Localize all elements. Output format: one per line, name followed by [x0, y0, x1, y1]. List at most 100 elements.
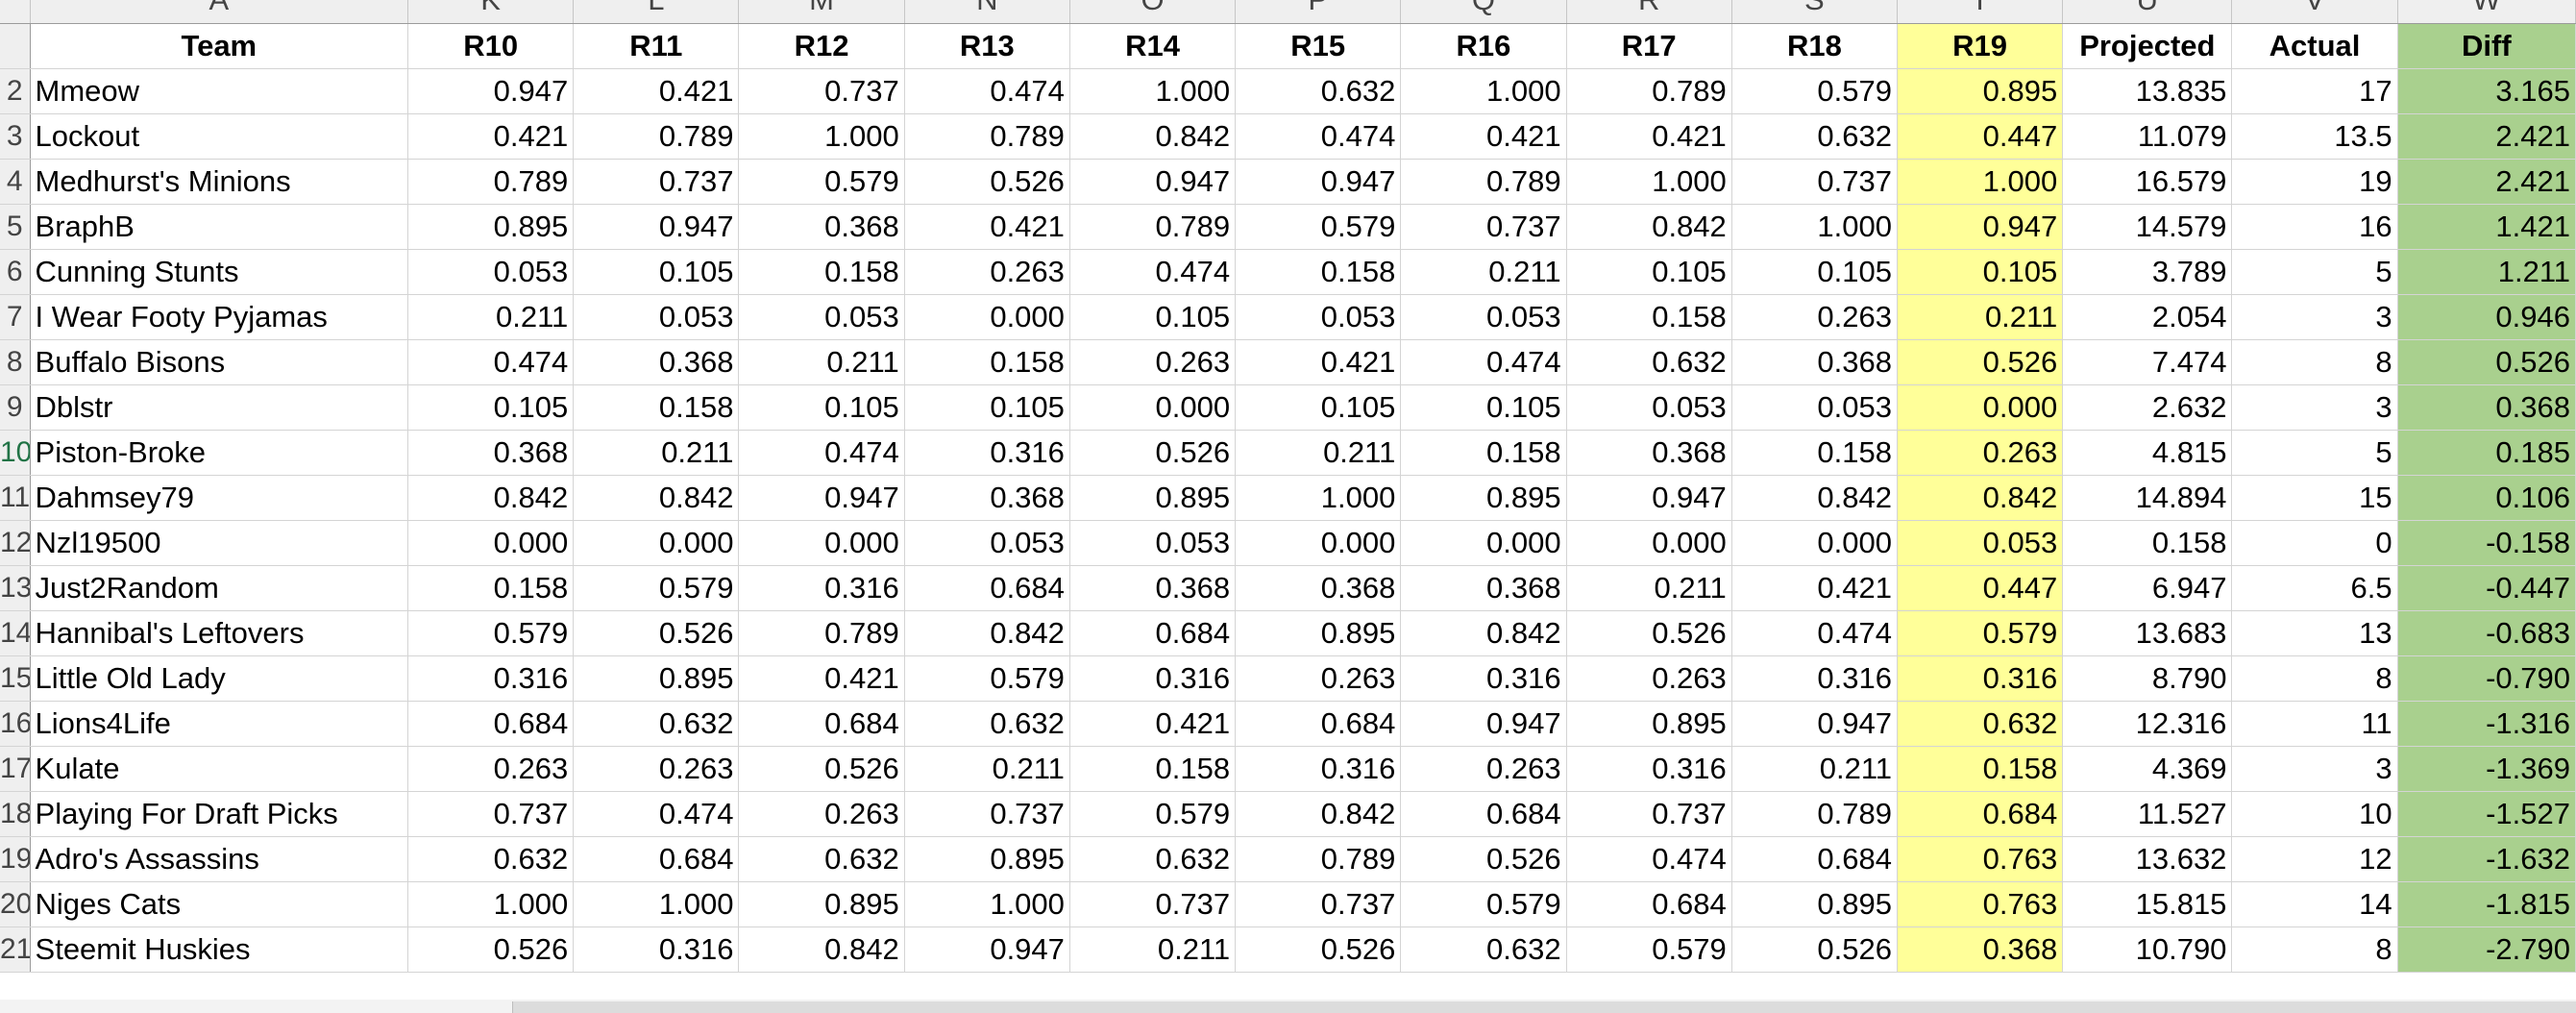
column-letter-header[interactable]: Q — [1400, 0, 1567, 24]
value-cell[interactable]: 0.211 — [1566, 565, 1732, 611]
value-cell[interactable]: 14.579 — [2062, 204, 2233, 250]
value-cell[interactable]: 0.895 — [1731, 881, 1899, 927]
value-cell[interactable]: 0.737 — [407, 791, 575, 837]
value-cell[interactable]: -1.369 — [2397, 746, 2576, 792]
value-cell[interactable]: 0.579 — [738, 159, 905, 205]
value-cell[interactable]: 0.947 — [904, 927, 1070, 973]
value-cell[interactable]: 0.106 — [2397, 475, 2576, 521]
value-cell[interactable]: 0.158 — [738, 249, 905, 295]
value-cell[interactable]: 0.105 — [1897, 249, 2064, 295]
value-cell[interactable]: 0.684 — [1069, 610, 1237, 656]
row-number-header[interactable]: 9 — [0, 384, 31, 431]
value-cell[interactable]: 0.579 — [1731, 68, 1899, 114]
value-cell[interactable]: 0.737 — [1235, 881, 1402, 927]
value-cell[interactable]: 0.053 — [1897, 520, 2064, 566]
value-cell[interactable]: 0.579 — [1069, 791, 1237, 837]
row-number-header[interactable]: 15 — [0, 655, 31, 702]
column-letter-header[interactable]: R — [1566, 0, 1732, 24]
value-cell[interactable]: 0.789 — [904, 113, 1070, 160]
value-cell[interactable]: 0.263 — [1731, 294, 1899, 340]
value-cell[interactable]: 0.632 — [904, 701, 1070, 747]
value-cell[interactable]: 1.000 — [1731, 204, 1899, 250]
column-letter-header[interactable]: U — [2062, 0, 2233, 24]
value-cell[interactable]: 0.579 — [407, 610, 575, 656]
value-cell[interactable]: 0.789 — [1731, 791, 1899, 837]
row-number-header[interactable]: 13 — [0, 565, 31, 611]
value-cell[interactable]: 0.421 — [904, 204, 1070, 250]
value-cell[interactable]: 0.000 — [1235, 520, 1402, 566]
value-cell[interactable]: -1.527 — [2397, 791, 2576, 837]
value-cell[interactable]: 0.368 — [1400, 565, 1567, 611]
value-cell[interactable]: 0.842 — [573, 475, 740, 521]
horizontal-scrollbar-thumb[interactable] — [512, 1001, 2576, 1013]
value-cell[interactable]: 0.947 — [1897, 204, 2064, 250]
value-cell[interactable]: 0.421 — [1069, 701, 1237, 747]
value-cell[interactable]: 1.000 — [1235, 475, 1402, 521]
team-name-cell[interactable]: Buffalo Bisons — [30, 339, 409, 385]
value-cell[interactable]: 3 — [2231, 746, 2398, 792]
value-cell[interactable]: 0.263 — [904, 249, 1070, 295]
value-cell[interactable]: 0.842 — [1400, 610, 1567, 656]
value-cell[interactable]: 0.000 — [1400, 520, 1567, 566]
value-cell[interactable]: 0.526 — [2397, 339, 2576, 385]
value-cell[interactable]: 10.790 — [2062, 927, 2233, 973]
team-name-cell[interactable]: Adro's Assassins — [30, 836, 409, 882]
row-number-header[interactable]: 11 — [0, 475, 31, 521]
value-cell[interactable]: 0.632 — [573, 701, 740, 747]
row-number-header[interactable] — [0, 23, 31, 69]
value-cell[interactable]: 0.632 — [1897, 701, 2064, 747]
value-cell[interactable]: 7.474 — [2062, 339, 2233, 385]
value-cell[interactable]: 19 — [2231, 159, 2398, 205]
value-cell[interactable]: 0.000 — [1897, 384, 2064, 431]
value-cell[interactable]: 0.105 — [573, 249, 740, 295]
team-name-cell[interactable]: Dahmsey79 — [30, 475, 409, 521]
value-cell[interactable]: 0.000 — [1566, 520, 1732, 566]
value-cell[interactable]: -0.683 — [2397, 610, 2576, 656]
value-cell[interactable]: 0.579 — [1235, 204, 1402, 250]
value-cell[interactable]: 8 — [2231, 339, 2398, 385]
column-letter-header[interactable]: P — [1235, 0, 1402, 24]
row-number-header[interactable]: 16 — [0, 701, 31, 747]
value-cell[interactable]: 0.211 — [904, 746, 1070, 792]
value-cell[interactable]: 0.737 — [1731, 159, 1899, 205]
value-cell[interactable]: 8 — [2231, 927, 2398, 973]
value-cell[interactable]: 0.895 — [407, 204, 575, 250]
column-header-cell[interactable]: R14 — [1069, 23, 1237, 69]
column-letter-header[interactable]: L — [573, 0, 740, 24]
value-cell[interactable]: -0.447 — [2397, 565, 2576, 611]
value-cell[interactable]: 10 — [2231, 791, 2398, 837]
row-number-header[interactable]: 3 — [0, 113, 31, 160]
value-cell[interactable]: 0.947 — [1235, 159, 1402, 205]
value-cell[interactable]: 0.158 — [1069, 746, 1237, 792]
value-cell[interactable]: 0.158 — [904, 339, 1070, 385]
value-cell[interactable]: 0.842 — [407, 475, 575, 521]
value-cell[interactable]: 0.632 — [1069, 836, 1237, 882]
team-name-cell[interactable]: Piston-Broke — [30, 430, 409, 476]
value-cell[interactable]: 0.789 — [1235, 836, 1402, 882]
value-cell[interactable]: 0.474 — [1069, 249, 1237, 295]
team-name-cell[interactable]: Cunning Stunts — [30, 249, 409, 295]
value-cell[interactable]: 0.947 — [1731, 701, 1899, 747]
value-cell[interactable]: 0.105 — [407, 384, 575, 431]
value-cell[interactable]: 1.000 — [573, 881, 740, 927]
value-cell[interactable]: 0.316 — [1731, 655, 1899, 702]
value-cell[interactable]: 0.053 — [1235, 294, 1402, 340]
value-cell[interactable]: 0.105 — [904, 384, 1070, 431]
value-cell[interactable]: 16 — [2231, 204, 2398, 250]
value-cell[interactable]: 0.316 — [738, 565, 905, 611]
value-cell[interactable]: 6.947 — [2062, 565, 2233, 611]
value-cell[interactable]: 0.789 — [738, 610, 905, 656]
value-cell[interactable]: 0.316 — [1400, 655, 1567, 702]
value-cell[interactable]: 0.947 — [738, 475, 905, 521]
value-cell[interactable]: 0.737 — [1566, 791, 1732, 837]
value-cell[interactable]: 0.000 — [1731, 520, 1899, 566]
value-cell[interactable]: -2.790 — [2397, 927, 2576, 973]
team-name-cell[interactable]: I Wear Footy Pyjamas — [30, 294, 409, 340]
value-cell[interactable]: 0.684 — [1235, 701, 1402, 747]
value-cell[interactable]: 3 — [2231, 384, 2398, 431]
value-cell[interactable]: 0.263 — [1566, 655, 1732, 702]
value-cell[interactable]: 0.579 — [904, 655, 1070, 702]
value-cell[interactable]: 5 — [2231, 430, 2398, 476]
column-header-cell[interactable]: R13 — [904, 23, 1070, 69]
value-cell[interactable]: 0.053 — [1069, 520, 1237, 566]
